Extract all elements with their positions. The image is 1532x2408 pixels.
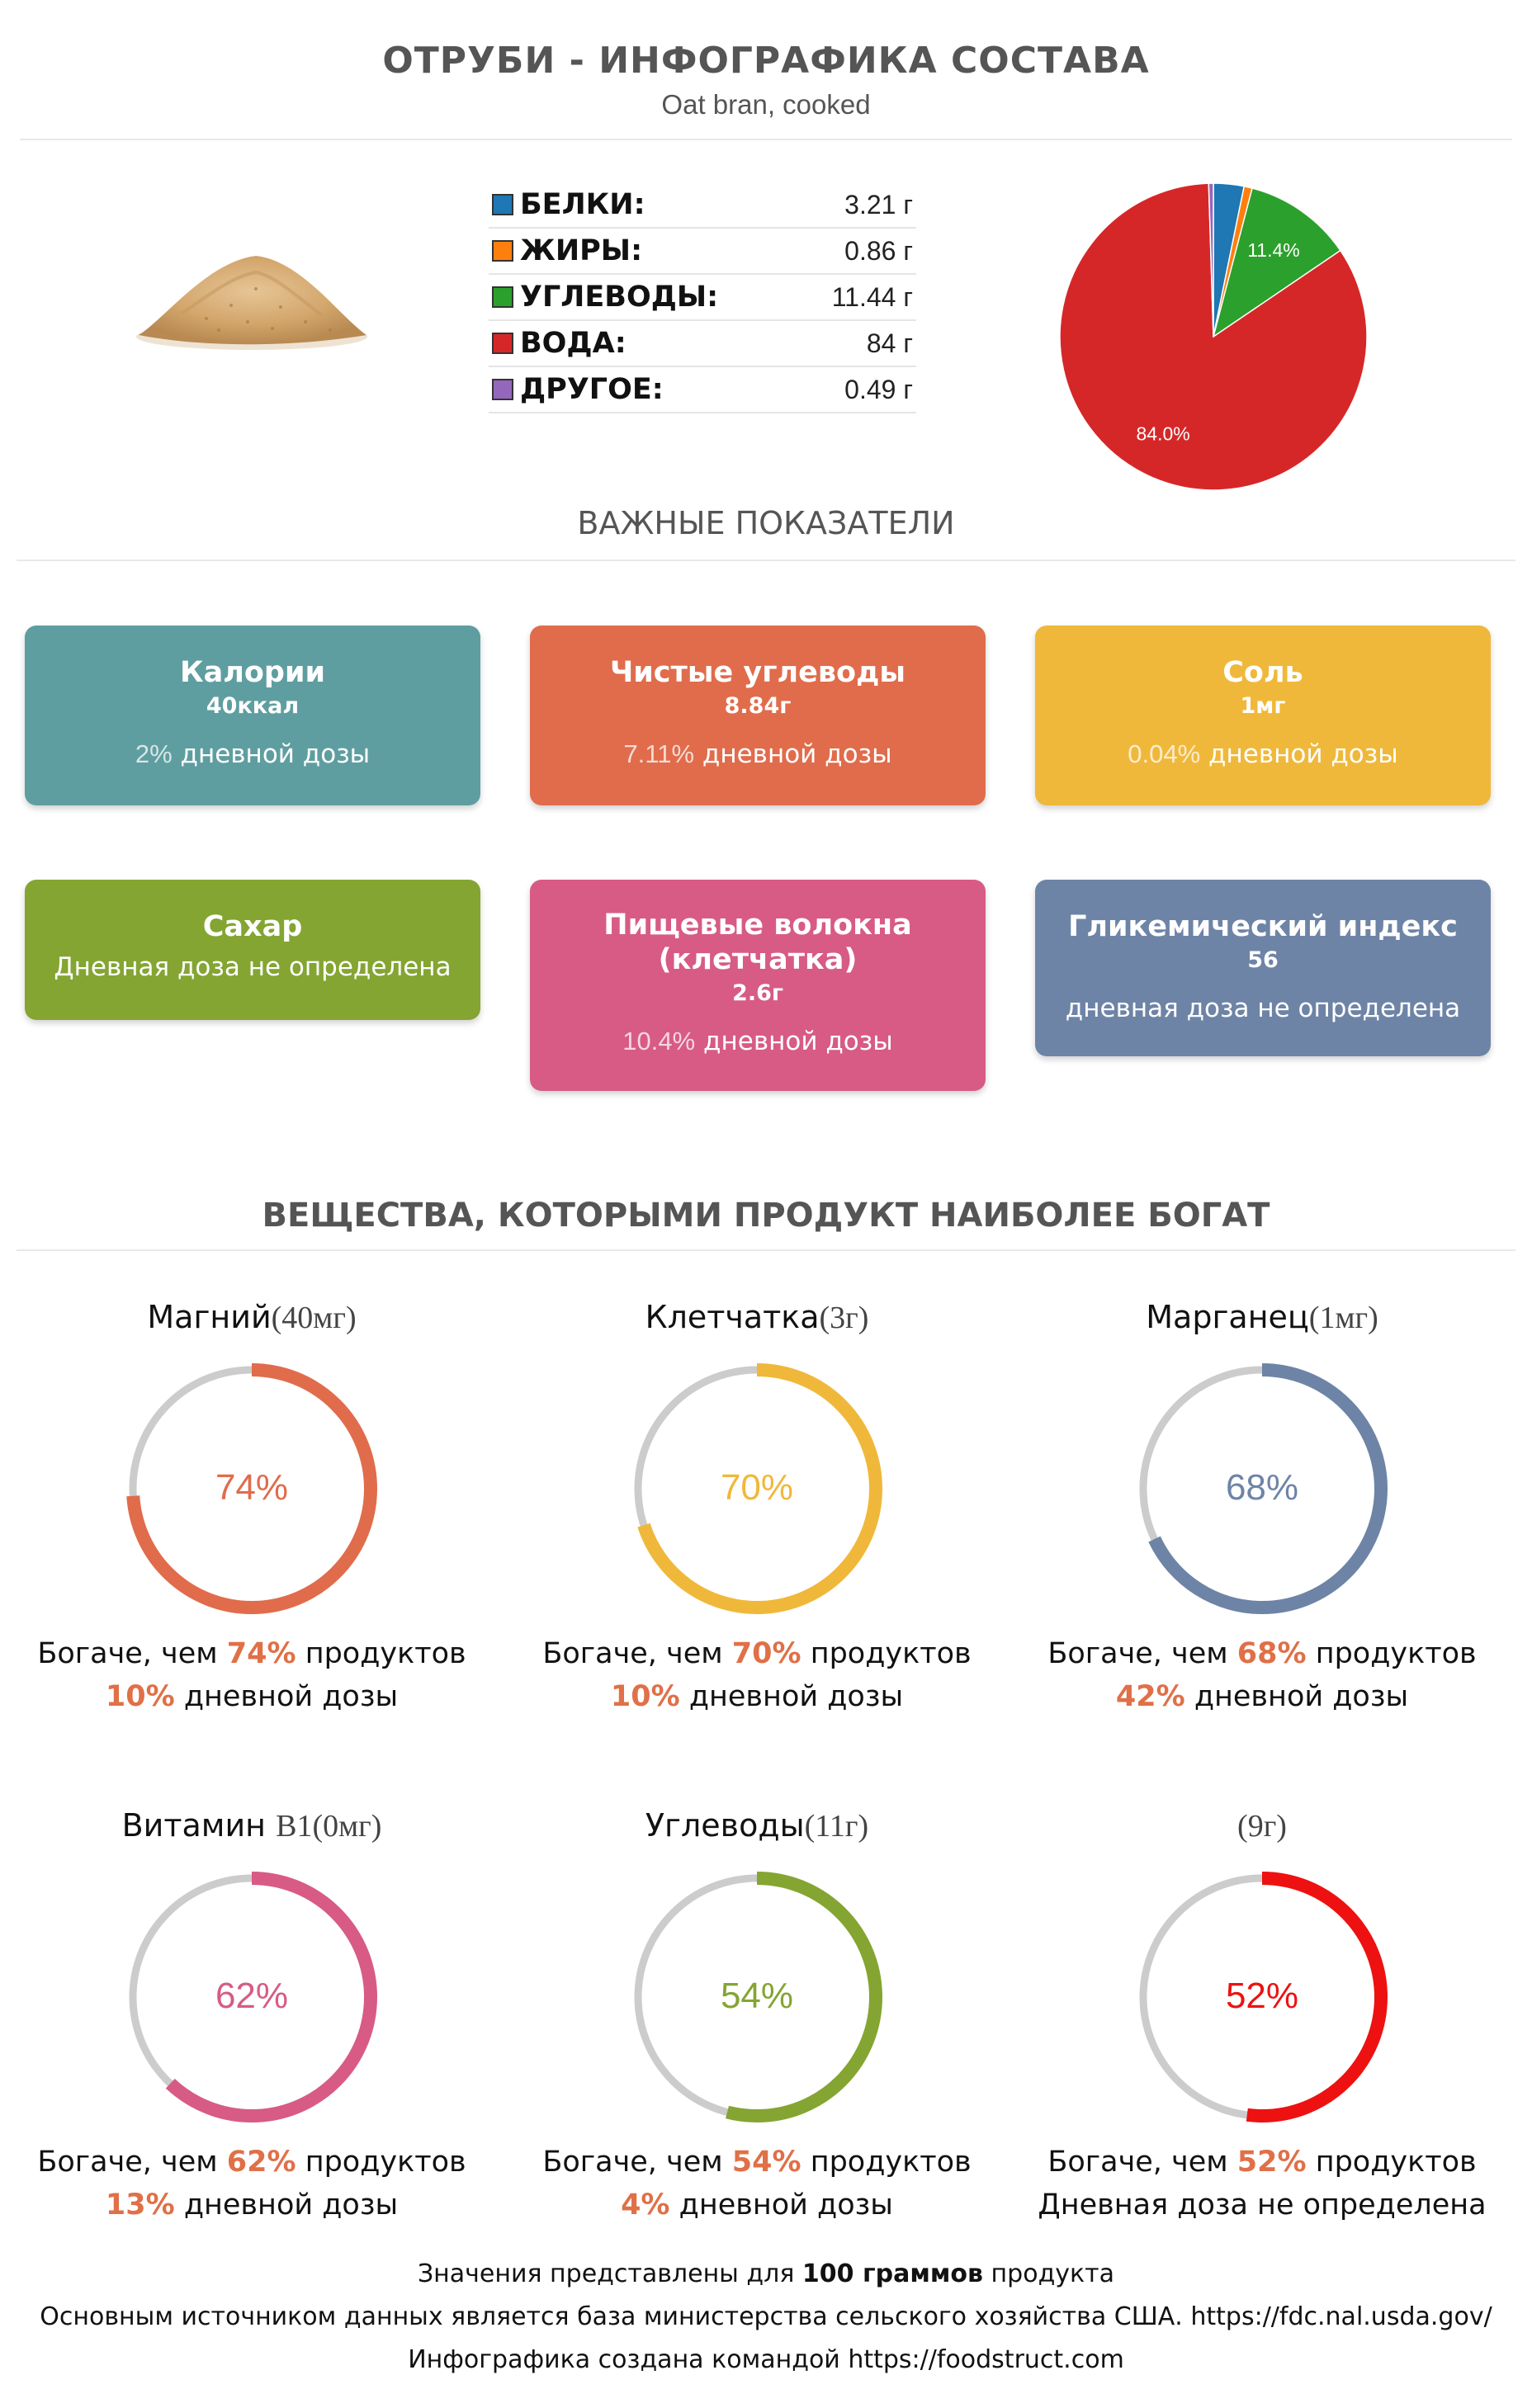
daily-dose-text: 10% дневной дозы	[610, 1680, 904, 1713]
ring-percent-label: 68%	[1225, 1467, 1299, 1508]
nutrient-name: Магний(40мг)	[147, 1299, 357, 1335]
macro-name: ДРУГОЕ:	[520, 373, 664, 406]
macro-name: УГЛЕВОДЫ:	[520, 281, 719, 314]
daily-dose-text: 4% дневной дозы	[621, 2188, 893, 2221]
important-section-title: ВАЖНЫЕ ПОКАЗАТЕЛИ	[577, 505, 955, 541]
macro-value: 11.44 г	[831, 282, 913, 312]
macro-name: ВОДА:	[520, 327, 627, 360]
pie-slice	[1059, 182, 1368, 491]
card-daily: 10.4% дневной дозы	[622, 1027, 893, 1056]
richer-than-text: Богаче, чем 68% продуктов	[1047, 1637, 1477, 1670]
richer-than-text: Богаче, чем 74% продуктов	[37, 1637, 466, 1670]
footer-note: Значения представлены для 100 граммов пр…	[417, 2259, 1115, 2288]
card-fiber: Пищевые волокна (клетчатка) 2.6г 10.4% д…	[530, 880, 986, 1091]
card-title: Сахар	[202, 910, 303, 943]
card-daily: Дневная доза не определена	[54, 952, 452, 982]
product-image	[136, 256, 367, 350]
card-daily: 0.04% дневной дозы	[1128, 739, 1398, 769]
macro-row-protein: БЕЛКИ: 3.21 г	[489, 183, 916, 229]
carbs-swatch	[492, 286, 513, 308]
pie-slice-label: 84.0%	[1137, 423, 1190, 444]
ring-percent-label: 62%	[215, 1976, 289, 2016]
card-value: 8.84г	[724, 693, 792, 719]
rich-section-title: ВЕЩЕСТВА, КОТОРЫМИ ПРОДУКТ НАИБОЛЕЕ БОГА…	[262, 1197, 1270, 1235]
macro-row-fat: ЖИРЫ: 0.86 г	[489, 229, 916, 275]
richer-than-text: Богаче, чем 52% продуктов	[1047, 2146, 1477, 2179]
card-value: 40ккал	[206, 693, 300, 719]
ring-percent-label: 70%	[720, 1467, 794, 1508]
pie-slice	[1208, 182, 1214, 338]
macro-name: БЕЛКИ:	[520, 188, 645, 221]
nutrient-name: Марганец(1мг)	[1146, 1299, 1378, 1335]
macro-value: 0.86 г	[844, 236, 913, 266]
percent-ring	[1137, 1872, 1388, 2122]
ring-progress	[126, 1872, 377, 2122]
daily-dose-text: 42% дневной дозы	[1115, 1680, 1409, 1713]
percent-ring	[126, 1872, 377, 2122]
richer-than-text: Богаче, чем 54% продуктов	[542, 2146, 972, 2179]
divider	[17, 560, 1515, 561]
composition-pie-chart: 11.4% 84.0%	[1059, 182, 1368, 491]
divider	[17, 1249, 1515, 1251]
richer-than-text: Богаче, чем 70% продуктов	[542, 1637, 972, 1670]
card-value: 56	[1247, 947, 1279, 973]
daily-dose-text: 10% дневной дозы	[105, 1680, 399, 1713]
water-swatch	[492, 333, 513, 354]
macro-value: 3.21 г	[844, 190, 913, 220]
card-title: Чистые углеводы	[610, 656, 905, 689]
pie-slice-label: 11.4%	[1247, 239, 1300, 261]
macro-value: 84 г	[866, 328, 913, 358]
nutrient-name: Клетчатка(3г)	[645, 1299, 869, 1335]
ring-percent-label: 54%	[720, 1976, 794, 2016]
card-calories: Калории 40ккал 2% дневной дозы	[25, 626, 480, 805]
card-title: Соль	[1222, 656, 1303, 689]
ring-progress	[631, 1872, 882, 2122]
card-title: Пищевые волокна (клетчатка)	[603, 909, 912, 976]
daily-dose-text: Дневная доза не определена	[1038, 2188, 1487, 2221]
macro-row-other: ДРУГОЕ: 0.49 г	[489, 368, 916, 413]
ring-percent-label: 52%	[1225, 1976, 1299, 2016]
protein-swatch	[492, 194, 513, 215]
macro-row-water: ВОДА: 84 г	[489, 322, 916, 367]
card-net-carbs: Чистые углеводы 8.84г 7.11% дневной дозы	[530, 626, 986, 805]
richer-than-text: Богаче, чем 62% продуктов	[37, 2146, 466, 2179]
page-subtitle: Oat bran, cooked	[661, 89, 871, 120]
percent-ring	[631, 1363, 882, 1614]
ring-progress	[1137, 1872, 1388, 2122]
ring-percent-label: 74%	[215, 1467, 289, 1508]
nutrient-name: Витамин B1(0мг)	[121, 1807, 382, 1844]
page-title: ОТРУБИ - ИНФОГРАФИКА СОСТАВА	[382, 40, 1150, 82]
other-swatch	[492, 379, 513, 400]
ring-progress	[1137, 1363, 1388, 1614]
percent-ring	[631, 1872, 882, 2122]
card-value: 2.6г	[732, 980, 783, 1006]
pie-slice	[1212, 187, 1341, 338]
card-daily: 7.11% дневной дозы	[623, 739, 892, 769]
macro-name: ЖИРЫ:	[520, 234, 643, 267]
percent-ring	[126, 1363, 377, 1614]
macro-value: 0.49 г	[844, 375, 913, 404]
card-daily: дневная доза не определена	[1065, 994, 1461, 1023]
ring-progress	[126, 1363, 377, 1614]
card-salt: Соль 1мг 0.04% дневной дозы	[1035, 626, 1491, 805]
card-title: Гликемический индекс	[1068, 910, 1458, 943]
card-sugar: Сахар Дневная доза не определена	[25, 880, 480, 1020]
nutrient-name: Углеводы(11г)	[645, 1807, 869, 1844]
fat-swatch	[492, 240, 513, 262]
macro-row-carbs: УГЛЕВОДЫ: 11.44 г	[489, 276, 916, 321]
divider	[20, 139, 1512, 140]
card-daily: 2% дневной дозы	[135, 739, 371, 769]
footer-credit: Инфографика создана командой https://foo…	[408, 2345, 1124, 2374]
card-value: 1мг	[1240, 693, 1286, 719]
daily-dose-text: 13% дневной дозы	[105, 2188, 399, 2221]
ring-progress	[631, 1363, 882, 1614]
nutrient-name: (9г)	[1237, 1809, 1287, 1844]
card-glycemic-index: Гликемический индекс 56 дневная доза не …	[1035, 880, 1491, 1056]
percent-ring	[1137, 1363, 1388, 1614]
card-title: Калории	[179, 656, 325, 689]
footer-source: Основным источником данных является база…	[40, 2302, 1492, 2331]
